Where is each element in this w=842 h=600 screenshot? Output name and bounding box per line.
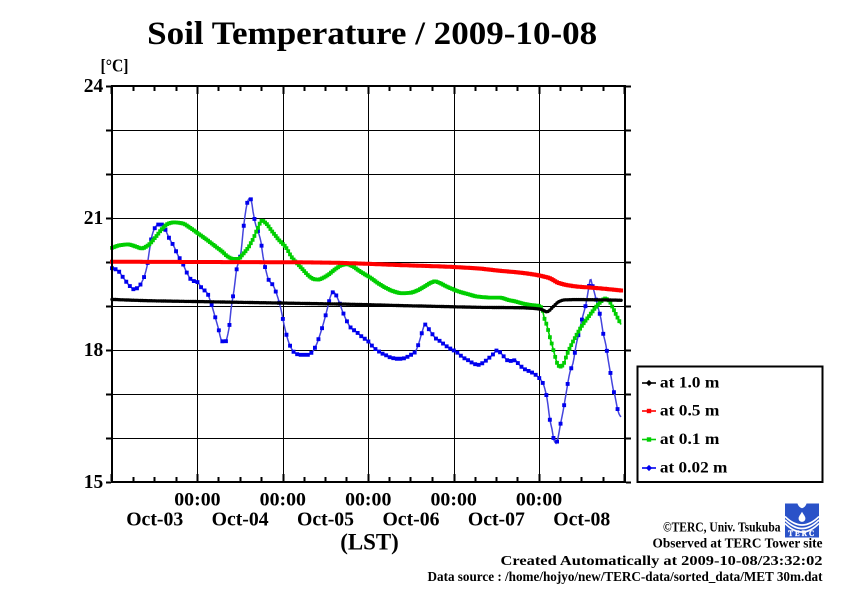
- svg-text:TERC: TERC: [788, 528, 816, 538]
- svg-text:[°C]: [°C]: [101, 56, 129, 76]
- svg-text:©TERC, Univ. Tsukuba: ©TERC, Univ. Tsukuba: [663, 520, 781, 535]
- svg-text:24: 24: [84, 76, 104, 97]
- svg-text:21: 21: [84, 208, 104, 229]
- svg-text:Oct-04: Oct-04: [212, 510, 269, 531]
- svg-text:Oct-07: Oct-07: [468, 510, 525, 531]
- svg-text:Oct-06: Oct-06: [382, 510, 439, 531]
- svg-text:18: 18: [84, 340, 104, 361]
- svg-text:00:00: 00:00: [431, 491, 477, 511]
- svg-text:(LST): (LST): [340, 530, 399, 555]
- svg-text:at 1.0 m: at 1.0 m: [660, 375, 720, 392]
- svg-text:Oct-03: Oct-03: [126, 510, 183, 531]
- svg-text:00:00: 00:00: [516, 491, 562, 511]
- svg-text:Created Automatically at 2009-: Created Automatically at 2009-10-08/23:3…: [501, 553, 824, 568]
- svg-text:Oct-05: Oct-05: [297, 510, 354, 531]
- svg-text:Soil Temperature / 2009-10-08: Soil Temperature / 2009-10-08: [147, 16, 597, 52]
- svg-text:Observed at TERC Tower site: Observed at TERC Tower site: [653, 536, 823, 551]
- svg-text:at 0.1 m: at 0.1 m: [660, 431, 720, 448]
- svg-text:00:00: 00:00: [174, 491, 220, 511]
- svg-text:15: 15: [84, 472, 104, 493]
- svg-text:00:00: 00:00: [260, 491, 306, 511]
- svg-text:at 0.02 m: at 0.02 m: [660, 460, 728, 477]
- svg-text:00:00: 00:00: [345, 491, 391, 511]
- svg-text:at 0.5 m: at 0.5 m: [660, 403, 720, 420]
- svg-text:Oct-08: Oct-08: [553, 510, 610, 531]
- svg-text:Data source : /home/hojyo/new/: Data source : /home/hojyo/new/TERC-data/…: [428, 569, 824, 584]
